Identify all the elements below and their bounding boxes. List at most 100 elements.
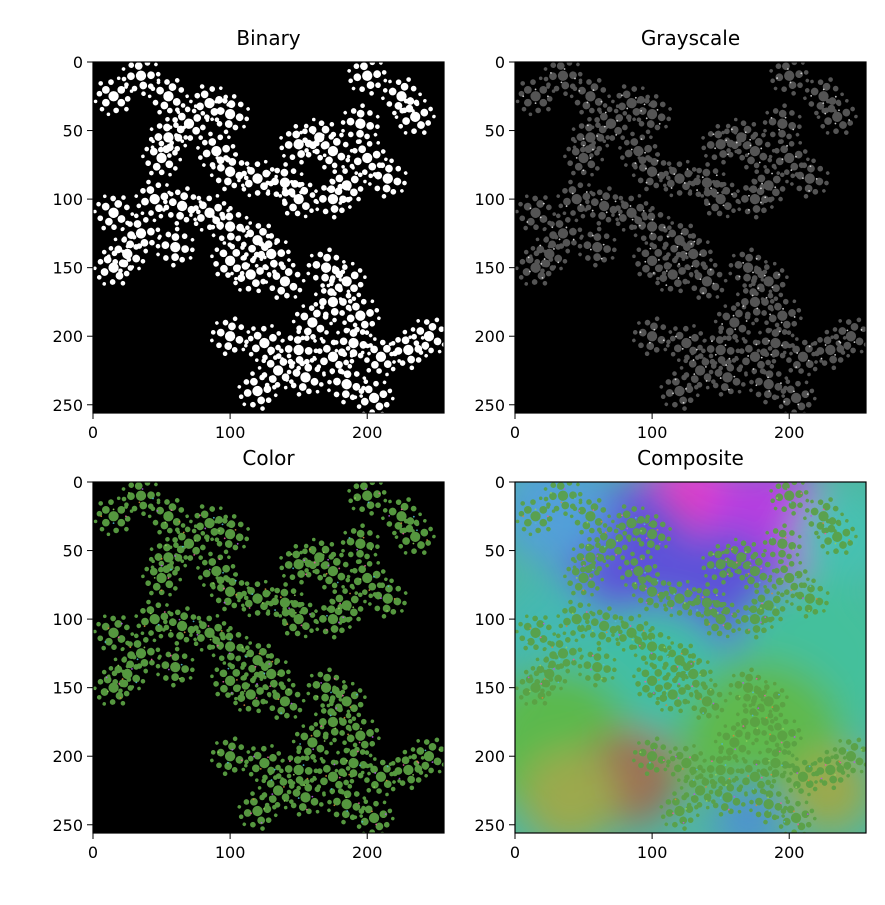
fractal-sparkle [343, 716, 346, 719]
fractal-sparkle [600, 198, 603, 201]
fractal-sparkle [652, 692, 655, 694]
fractal-sparkle [378, 492, 381, 495]
fractal-sparkle [787, 68, 789, 70]
fractal-sparkle [738, 695, 741, 698]
y-tick-label: 200 [474, 747, 505, 766]
fractal-sparkle [539, 636, 542, 639]
fractal-sparkle [560, 81, 563, 84]
x-tick-label: 200 [352, 843, 383, 862]
fractal-sparkle [558, 658, 561, 661]
fractal-sparkle [768, 390, 771, 392]
fractal-sparkle [692, 359, 695, 361]
fractal-sparkle [734, 748, 737, 751]
fractal-sparkle [579, 203, 582, 206]
fractal-sparkle [631, 638, 634, 641]
fractal-sparkle [359, 578, 362, 581]
fractal-sparkle [760, 567, 763, 570]
fractal-sparkle [796, 772, 799, 774]
fractal-sparkle [333, 804, 336, 807]
fractal-sparkle [402, 532, 405, 535]
fractal-sparkle [618, 213, 621, 216]
fractal-sparkle [846, 329, 849, 332]
fractal-sparkle [600, 677, 603, 680]
fractal-sparkle [644, 151, 646, 154]
fractal-sparkle [591, 234, 594, 237]
fractal-sparkle [373, 575, 375, 578]
fractal-sparkle [653, 748, 656, 751]
fractal-sparkle [638, 224, 641, 227]
fractal-sparkle [196, 633, 199, 636]
fractal-sparkle [271, 793, 274, 796]
fractal-sparkle [778, 330, 781, 333]
fractal-sparkle [164, 521, 167, 524]
fractal-sparkle [764, 274, 766, 277]
fractal-sparkle [547, 515, 549, 518]
x-tick-label: 200 [774, 423, 805, 442]
fractal-sparkle [807, 359, 810, 362]
fractal-sparkle [305, 808, 308, 811]
fractal-sparkle [675, 755, 677, 758]
y-tick-label: 200 [52, 327, 83, 346]
fractal-sparkle [267, 756, 269, 759]
x-tick-label: 100 [637, 423, 668, 442]
fractal-sparkle [640, 138, 643, 141]
fractal-sparkle [153, 576, 156, 579]
fractal-sparkle [234, 579, 237, 582]
fractal-sparkle [596, 555, 599, 557]
fractal-sparkle [571, 612, 574, 615]
fractal-sparkle [724, 764, 727, 766]
fractal-sparkle [776, 497, 779, 499]
fractal-sparkle [853, 761, 856, 763]
fractal-sparkle [303, 784, 306, 786]
fractal-sparkle [263, 807, 265, 810]
fractal-sparkle [371, 810, 373, 813]
fractal-sparkle [714, 353, 717, 356]
fractal-sparkle [699, 278, 702, 281]
fractal-sparkle [731, 613, 733, 615]
fractal-sparkle [167, 577, 170, 579]
fractal-sparkle [701, 176, 704, 179]
fractal-sparkle [742, 682, 745, 684]
fractal-sparkle [751, 294, 754, 297]
fractal-sparkle [316, 695, 319, 698]
fractal-sparkle [539, 216, 542, 219]
y-tick-label: 100 [474, 610, 505, 629]
fractal-sparkle [589, 248, 592, 251]
fractal-sparkle [143, 625, 146, 628]
fractal-sparkle [209, 638, 212, 641]
fractal-sparkle [696, 609, 698, 611]
y-tick-label: 150 [474, 259, 505, 278]
fractal-sparkle [592, 509, 595, 512]
fractal-sparkle [678, 263, 680, 265]
fractal-sparkle [320, 725, 323, 728]
fractal-sparkle [586, 521, 589, 524]
fractal-sparkle [771, 706, 774, 709]
fractal-sparkle [402, 764, 405, 766]
fractal-sparkle [178, 618, 181, 621]
fractal-sparkle [227, 667, 230, 670]
fractal-sparkle [547, 95, 549, 98]
image-area [515, 62, 866, 413]
fractal-sparkle [761, 602, 763, 605]
fractal-sparkle [756, 727, 759, 730]
fractal-sparkle [160, 564, 163, 567]
fractal-sparkle [582, 137, 585, 140]
fractal-sparkle [416, 760, 419, 763]
fractal-sparkle [356, 750, 359, 753]
fractal-sparkle [768, 810, 771, 812]
subplot-title: Binary [236, 26, 300, 50]
fractal-sparkle [289, 760, 291, 763]
fractal-sparkle [696, 189, 698, 191]
fractal-sparkle [149, 612, 152, 615]
fractal-sparkle [294, 611, 297, 614]
fractal-sparkle [644, 260, 647, 263]
fractal-sparkle [790, 589, 793, 592]
fractal-sparkle [742, 725, 745, 728]
fractal-sparkle [699, 253, 701, 256]
fractal-sparkle [374, 772, 377, 774]
fractal-sparkle [235, 593, 238, 596]
fractal-sparkle [784, 116, 787, 119]
fractal-sparkle [234, 528, 237, 531]
y-tick-label: 0 [495, 53, 505, 72]
fractal-sparkle [757, 287, 760, 289]
